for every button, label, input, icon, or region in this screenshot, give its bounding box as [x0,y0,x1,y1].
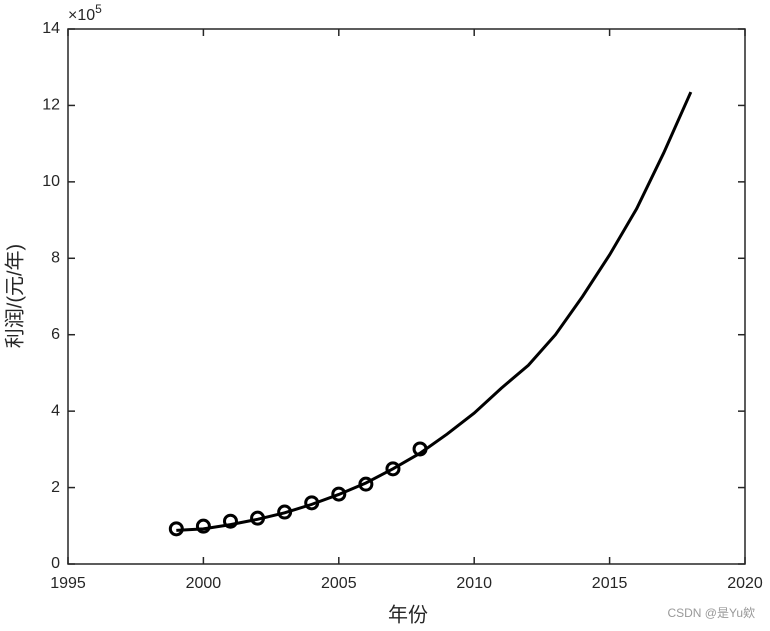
x-tick-label: 2000 [186,575,222,592]
y-tick-label: 14 [42,20,60,37]
data-point [195,518,211,534]
data-point [222,513,238,529]
x-tick-label: 1995 [50,575,86,592]
y-axis-label: 利润/(元/年) [3,244,26,348]
x-tick-label: 2005 [321,575,357,592]
x-tick-label: 2020 [727,575,763,592]
x-tick-label: 2015 [592,575,628,592]
x-axis-label: 年份 [388,603,428,626]
fit-curve [176,91,693,532]
data-point [385,461,401,477]
multiplier-exponent: 5 [95,2,102,16]
y-tick-label: 12 [42,97,60,114]
y-tick-label: 2 [51,479,60,496]
multiplier-base: ×10 [68,7,95,24]
data-point [331,486,347,502]
y-tick-label: 10 [42,173,60,190]
plot-box [67,28,746,565]
y-tick-label: 4 [51,402,60,419]
y-tick-label: 8 [51,250,60,267]
y-tick-label: 0 [51,555,60,572]
watermark: CSDN @是Yu欸 [667,606,755,620]
y-multiplier: ×105 [68,2,102,24]
x-tick-label: 2010 [456,575,492,592]
y-tick-label: 6 [51,326,60,343]
